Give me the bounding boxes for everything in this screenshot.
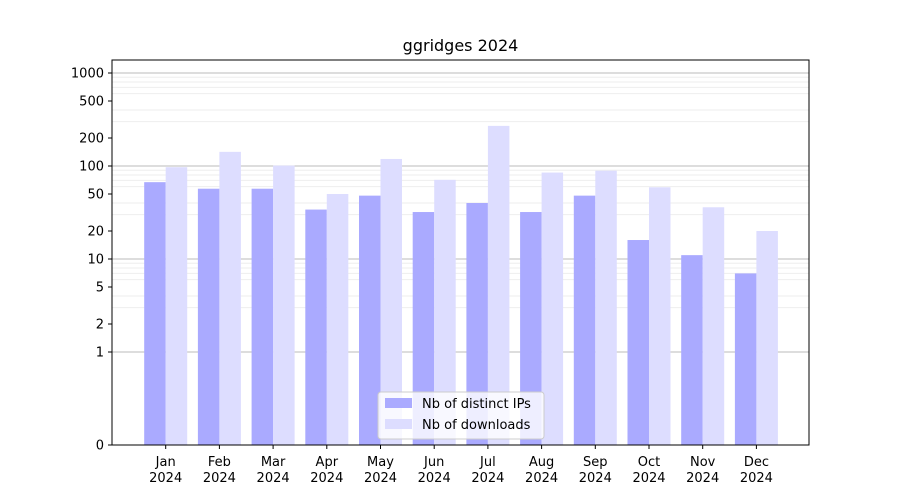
x-tick-label-year: 2024 [364,471,397,486]
bar-downloads [219,151,241,445]
y-tick-label: 1 [96,346,104,361]
bar-distinct-ips [681,255,703,445]
bar-distinct-ips [412,212,435,445]
y-tick-label: 1000 [71,67,104,82]
x-tick-label-year: 2024 [310,471,343,486]
bars [144,125,778,446]
x-tick-label-year: 2024 [579,471,612,486]
bar-downloads [380,158,402,446]
y-tick-label: 5 [96,280,104,295]
legend-swatch-downloads [385,419,412,429]
bar-downloads [541,172,564,446]
bar-downloads [434,179,456,445]
bar-distinct-ips [359,195,381,445]
y-axis: 0 1 2 5 10 20 50 100 200 500 1000 [71,67,112,454]
y-tick-label: 20 [87,225,104,240]
bar-distinct-ips [466,203,488,445]
x-tick-label-month: Dec [744,455,769,470]
x-axis: Jan2024Feb2024Mar2024Apr2024May2024Jun20… [149,445,773,486]
x-tick-label-month: Jan [155,455,176,470]
x-tick-label-year: 2024 [149,471,182,486]
x-tick-label-year: 2024 [740,471,773,486]
x-tick-label-month: May [367,455,394,470]
legend-label-distinct-ips: Nb of distinct IPs [422,397,531,412]
x-tick-label-year: 2024 [418,471,451,486]
x-tick-label-year: 2024 [471,471,504,486]
y-tick-label: 0 [96,439,104,454]
x-tick-label-year: 2024 [632,471,665,486]
bar-downloads [487,125,510,445]
bar-distinct-ips [197,188,220,445]
x-tick-label-month: Mar [261,455,286,470]
legend-swatch-distinct-ips [385,398,412,408]
bar-downloads [273,165,295,445]
x-tick-label-month: Oct [638,455,660,470]
y-tick-label: 100 [79,160,104,175]
bar-downloads [595,170,617,445]
x-tick-label-month: Apr [316,455,339,470]
y-tick-label: 50 [87,187,104,202]
bar-downloads [326,193,349,445]
chart-title: ggridges 2024 [403,36,519,55]
x-tick-label-month: Nov [690,455,716,470]
y-tick-label: 10 [87,253,104,268]
bar-downloads [756,231,778,445]
bar-distinct-ips [251,188,274,445]
legend-box [377,391,545,440]
x-tick-label-year: 2024 [257,471,290,486]
x-tick-label-month: Jul [479,455,496,470]
legend: Nb of distinct IPs Nb of downloads [377,391,545,440]
x-tick-label-month: Aug [529,455,554,470]
x-tick-label-year: 2024 [686,471,719,486]
plot-frame [111,59,810,446]
bar-distinct-ips [144,182,166,445]
x-tick-label-month: Sep [583,455,608,470]
bar-distinct-ips [627,240,649,445]
bar-downloads [165,167,188,445]
y-tick-label: 500 [79,94,104,109]
legend-label-downloads: Nb of downloads [422,418,531,433]
bar-distinct-ips [305,209,327,445]
y-tick-label: 2 [96,318,104,333]
x-tick-label-year: 2024 [203,471,236,486]
x-tick-label-month: Jun [423,455,444,470]
x-tick-label-month: Feb [208,455,231,470]
bar-downloads [649,187,671,445]
bar-distinct-ips [573,195,596,445]
bar-downloads [702,207,725,445]
y-tick-label: 200 [79,132,104,147]
bar-distinct-ips [520,212,542,445]
x-tick-label-year: 2024 [525,471,558,486]
bar-distinct-ips [734,273,757,445]
